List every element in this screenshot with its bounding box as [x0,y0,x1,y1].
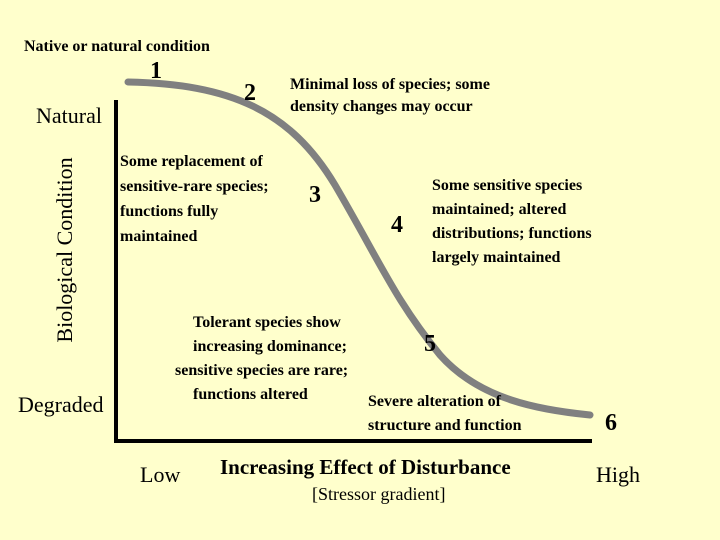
tier-4-line-1: Some sensitive species [432,177,583,194]
tier-4-description: Some sensitive species maintained; alter… [432,174,592,270]
tier-3-description: Some replacement of sensitive-rare speci… [120,149,269,249]
tier-6-line-1: Severe alteration of [368,393,501,410]
tier-5-number: 5 [424,331,436,357]
tier-3-line-2: sensitive-rare species; [120,178,269,195]
tier-5-line-3: sensitive species are rare; [175,362,349,379]
tier-3-number: 3 [309,182,321,208]
x-axis-high-label: High [596,462,640,487]
y-axis-title: Biological Condition [52,157,77,343]
tier-6-line-2: structure and function [368,417,522,434]
tier-2-line-2: density changes may occur [290,98,473,115]
tier-6-number: 6 [605,410,617,436]
top-label: Native or natural condition [24,38,210,55]
tier-5-line-2: increasing dominance; [193,338,347,355]
x-axis-low-label: Low [140,462,181,487]
y-axis-degraded-label: Degraded [18,392,104,417]
tier-2-line-1: Minimal loss of species; some [290,76,490,93]
tier-3-line-4: maintained [120,228,198,245]
tier-6-description: Severe alteration of structure and funct… [368,390,522,438]
tier-3-line-3: functions fully [120,203,219,220]
tier-4-number: 4 [391,212,403,238]
tier-4-line-3: distributions; functions [432,225,592,242]
tier-3-line-1: Some replacement of [120,153,263,170]
tier-5-description: Tolerant species show increasing dominan… [175,311,348,407]
tier-4-line-4: largely maintained [432,249,561,266]
x-axis-subtitle: [Stressor gradient] [312,484,446,504]
tier-5-line-1: Tolerant species show [193,314,341,331]
tier-4-line-2: maintained; altered [432,201,567,218]
tier-5-line-4: functions altered [193,386,308,403]
condition-curve [124,78,594,419]
y-axis-natural-label: Natural [36,103,102,128]
tier-1-number: 1 [150,58,162,84]
x-axis-title: Increasing Effect of Disturbance [220,455,511,479]
tier-2-number: 2 [244,80,256,106]
tier-2-description: Minimal loss of species; some density ch… [290,74,490,118]
